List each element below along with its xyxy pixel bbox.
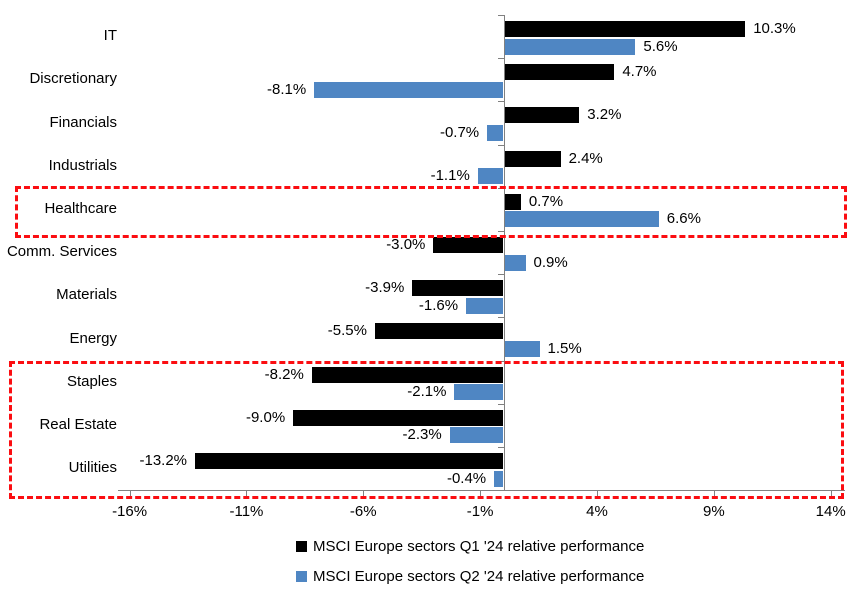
category-label: Utilities: [68, 459, 117, 477]
x-tick-mark: [246, 490, 248, 499]
legend-label-q2: MSCI Europe sectors Q2 '24 relative perf…: [313, 567, 645, 585]
bar-q1-healthcare: [504, 193, 521, 210]
bar-value-label: -0.4%: [446, 469, 487, 487]
category-label: Financials: [49, 113, 117, 131]
x-tick-label: 14%: [815, 503, 846, 520]
category-label: Real Estate: [39, 415, 117, 433]
bar-q1-real-estate: [293, 409, 504, 426]
x-tick-label: -1%: [466, 503, 494, 520]
bar-q1-staples: [311, 366, 504, 383]
category-tick-mark: [497, 144, 504, 146]
bar-value-label: 10.3%: [753, 20, 796, 37]
bar-value-label: -0.7%: [439, 123, 480, 141]
category-label: IT: [103, 27, 117, 45]
category-tick-mark: [497, 231, 504, 232]
legend-swatch-q1: [296, 540, 307, 552]
x-tick-mark: [830, 490, 832, 499]
bar-q2-utilities: [494, 470, 504, 487]
bar-value-label: 1.5%: [547, 339, 582, 357]
bar-q2-staples: [454, 384, 504, 401]
category-tick-mark: [497, 187, 504, 189]
legend-item-q1: MSCI Europe sectors Q1 '24 relative perf…: [296, 535, 644, 557]
category-tick-mark: [497, 403, 504, 405]
category-label: Materials: [56, 286, 117, 304]
bar-value-label: -3.0%: [386, 236, 426, 253]
bar-q1-energy: [374, 323, 504, 340]
bar-q2-it: [504, 38, 636, 55]
bar-q2-comm-services: [504, 254, 526, 271]
x-tick-mark: [363, 490, 365, 499]
x-tick-label: -11%: [229, 503, 264, 520]
x-tick-mark: [129, 490, 131, 499]
category-tick-mark: [497, 447, 504, 448]
bar-value-label: 2.4%: [568, 149, 603, 167]
x-tick-mark: [480, 490, 482, 499]
category-tick-mark: [497, 101, 504, 103]
category-label: Discretionary: [29, 70, 117, 88]
category-label: Staples: [66, 372, 117, 390]
bar-value-label: -8.2%: [264, 365, 304, 383]
bar-q2-real-estate: [449, 427, 504, 444]
category-label: Industrials: [48, 156, 117, 174]
category-tick-mark: [497, 274, 504, 276]
legend-swatch-q2: [296, 570, 307, 582]
bar-value-label: -1.1%: [430, 167, 470, 185]
legend-label-q1: MSCI Europe sectors Q1 '24 relative perf…: [313, 537, 645, 555]
category-label: Healthcare: [44, 199, 117, 217]
bar-q2-financials: [487, 124, 504, 141]
x-tick-mark: [596, 490, 598, 499]
bar-q1-discretionary: [504, 64, 615, 81]
category-tick-mark: [497, 58, 504, 60]
x-tick-label: 4%: [586, 503, 608, 520]
category-label: Comm. Services: [6, 243, 117, 261]
bar-value-label: -5.5%: [327, 322, 367, 340]
bar-q1-comm-services: [433, 237, 504, 253]
bar-q2-healthcare: [504, 211, 659, 228]
legend-item-q2: MSCI Europe sectors Q2 '24 relative perf…: [296, 565, 644, 587]
bar-q2-materials: [466, 297, 504, 314]
x-axis-line: [118, 490, 845, 491]
category-label: Energy: [69, 329, 117, 347]
bar-value-label: -1.6%: [418, 296, 459, 314]
bar-value-label: 0.9%: [533, 253, 568, 271]
category-tick-mark: [497, 360, 504, 362]
bar-value-label: -9.0%: [245, 408, 286, 426]
x-tick-label: -16%: [112, 503, 148, 520]
bar-q1-industrials: [504, 150, 561, 167]
category-tick-mark: [497, 317, 504, 319]
bar-q1-financials: [504, 107, 580, 124]
bar-value-label: -3.9%: [365, 279, 405, 297]
legend: MSCI Europe sectors Q1 '24 relative perf…: [296, 535, 644, 595]
x-tick-mark: [713, 490, 715, 499]
bar-value-label: 6.6%: [666, 210, 701, 228]
x-tick-label: -6%: [349, 503, 377, 520]
bar-value-label: -2.1%: [407, 383, 447, 401]
bar-value-label: 5.6%: [643, 37, 678, 55]
y-axis-line: [503, 15, 505, 491]
bar-q1-materials: [412, 280, 504, 297]
category-tick-mark: [497, 490, 504, 492]
bar-value-label: -13.2%: [139, 452, 188, 469]
bar-q2-discretionary: [314, 81, 504, 98]
bar-q2-energy: [504, 340, 540, 357]
bar-value-label: 3.2%: [587, 106, 622, 124]
bar-q1-it: [504, 21, 746, 37]
bar-value-label: 0.7%: [528, 192, 564, 210]
bar-q1-utilities: [195, 453, 504, 469]
bar-value-label: 4.7%: [622, 63, 657, 81]
bar-q2-industrials: [477, 168, 504, 185]
bar-value-label: -8.1%: [267, 80, 307, 98]
x-tick-label: 9%: [702, 503, 725, 520]
category-tick-mark: [497, 15, 504, 16]
highlight-box-1: [15, 186, 847, 238]
bar-value-label: -2.3%: [402, 426, 442, 444]
